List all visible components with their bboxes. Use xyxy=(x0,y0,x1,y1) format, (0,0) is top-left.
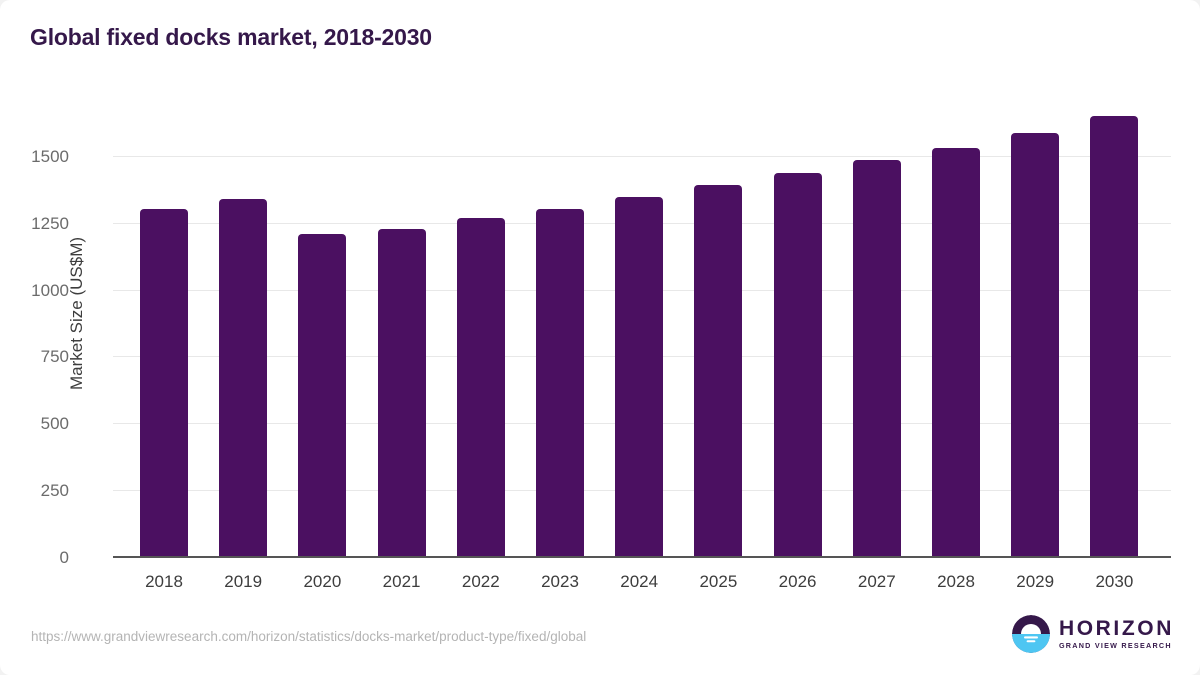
x-tick-label: 2028 xyxy=(937,572,975,591)
y-axis-title: Market Size (US$M) xyxy=(67,236,86,390)
source-url[interactable]: https://www.grandviewresearch.com/horizo… xyxy=(31,629,587,644)
chart-title: Global fixed docks market, 2018-2030 xyxy=(30,24,432,50)
bar[interactable] xyxy=(932,147,980,557)
bar[interactable] xyxy=(1090,115,1139,557)
y-tick-label: 250 xyxy=(40,481,69,501)
gridline xyxy=(113,155,1171,157)
bar[interactable] xyxy=(615,197,664,557)
plot-area: Market Size (US$M) 0 250 500 750 1000 1250 150… xyxy=(31,90,1171,591)
bar[interactable] xyxy=(694,185,743,557)
x-tick-label: 2019 xyxy=(224,572,263,591)
x-tick-label: 2020 xyxy=(303,572,342,591)
y-tick-label: 1250 xyxy=(31,213,69,233)
logo-wordmark: HORIZON xyxy=(1058,617,1174,641)
y-tick-label: 0 xyxy=(59,548,69,567)
x-tick-label: 2030 xyxy=(1095,572,1134,591)
x-tick-label: 2021 xyxy=(382,572,421,591)
x-tick-label: 2024 xyxy=(620,572,659,591)
x-tick-label: 2025 xyxy=(699,572,738,591)
y-tick-label: 500 xyxy=(40,414,69,434)
bar[interactable] xyxy=(1011,132,1060,557)
horizon-logo[interactable]: HORIZON GRAND VIEW RESEARCH xyxy=(1011,612,1174,656)
x-tick-label: 2023 xyxy=(541,572,579,591)
y-tick-label: 1500 xyxy=(31,146,69,166)
bar[interactable] xyxy=(536,208,584,557)
x-tick-label: 2027 xyxy=(857,572,896,591)
bar[interactable] xyxy=(219,198,268,557)
y-tick-label: 750 xyxy=(40,347,69,367)
x-tick-label: 2026 xyxy=(778,572,817,591)
bar[interactable] xyxy=(140,209,188,557)
x-tick-label: 2029 xyxy=(1016,572,1055,591)
bar[interactable] xyxy=(377,228,426,557)
x-tick-label: 2018 xyxy=(145,572,183,591)
bar[interactable] xyxy=(852,160,901,557)
logo-tagline: GRAND VIEW RESEARCH xyxy=(1058,641,1172,651)
x-axis-line xyxy=(113,556,1171,558)
x-tick-label: 2022 xyxy=(461,572,500,591)
bar[interactable] xyxy=(456,218,505,557)
bar[interactable] xyxy=(773,172,822,557)
horizon-logo-text: HORIZON GRAND VIEW RESEARCH xyxy=(1059,618,1174,649)
bar[interactable] xyxy=(298,233,347,557)
y-tick-label: 1000 xyxy=(31,280,69,300)
horizon-logo-icon xyxy=(1011,615,1050,653)
